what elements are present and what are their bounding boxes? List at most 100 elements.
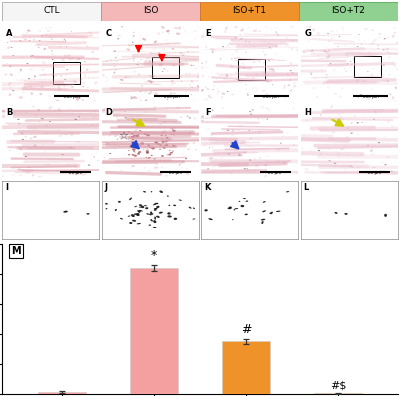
Ellipse shape: [172, 130, 176, 132]
Text: 200 μm: 200 μm: [363, 95, 379, 99]
Ellipse shape: [10, 66, 11, 67]
Ellipse shape: [321, 154, 322, 155]
Ellipse shape: [327, 33, 329, 34]
Ellipse shape: [226, 132, 228, 134]
Ellipse shape: [42, 118, 44, 119]
Ellipse shape: [12, 90, 14, 91]
Ellipse shape: [166, 68, 168, 69]
Ellipse shape: [174, 218, 177, 220]
Ellipse shape: [305, 76, 306, 77]
Ellipse shape: [206, 88, 210, 90]
Ellipse shape: [116, 61, 117, 62]
Ellipse shape: [168, 154, 171, 155]
Ellipse shape: [330, 76, 332, 78]
Ellipse shape: [68, 58, 70, 59]
Ellipse shape: [159, 149, 161, 150]
Ellipse shape: [207, 72, 208, 73]
Ellipse shape: [14, 109, 16, 110]
Ellipse shape: [38, 45, 39, 46]
Ellipse shape: [67, 112, 68, 114]
Ellipse shape: [267, 42, 271, 44]
Ellipse shape: [153, 142, 156, 145]
Ellipse shape: [215, 165, 218, 167]
Ellipse shape: [329, 148, 330, 150]
Ellipse shape: [345, 136, 348, 139]
Ellipse shape: [93, 78, 94, 79]
Ellipse shape: [114, 134, 118, 137]
Ellipse shape: [169, 92, 173, 95]
Ellipse shape: [330, 63, 331, 64]
Ellipse shape: [203, 33, 205, 34]
Text: #$: #$: [330, 380, 346, 390]
Ellipse shape: [144, 90, 147, 93]
Ellipse shape: [235, 37, 237, 38]
Ellipse shape: [24, 80, 26, 82]
Ellipse shape: [132, 220, 136, 222]
Ellipse shape: [146, 134, 150, 136]
Ellipse shape: [301, 70, 302, 72]
Ellipse shape: [373, 144, 376, 146]
Ellipse shape: [164, 58, 165, 59]
Ellipse shape: [333, 166, 336, 168]
Ellipse shape: [235, 118, 236, 119]
Ellipse shape: [308, 28, 311, 31]
Ellipse shape: [190, 65, 192, 66]
Text: 20 μm: 20 μm: [169, 171, 182, 175]
Ellipse shape: [40, 93, 42, 95]
Ellipse shape: [134, 213, 136, 215]
Ellipse shape: [262, 210, 266, 212]
Ellipse shape: [263, 62, 265, 63]
Ellipse shape: [108, 40, 109, 41]
Ellipse shape: [346, 55, 348, 56]
Ellipse shape: [229, 206, 232, 208]
Ellipse shape: [367, 145, 369, 147]
Ellipse shape: [238, 125, 243, 127]
Ellipse shape: [30, 98, 32, 100]
Ellipse shape: [143, 147, 146, 148]
Ellipse shape: [22, 37, 26, 39]
Ellipse shape: [22, 139, 24, 140]
Ellipse shape: [80, 68, 83, 71]
Ellipse shape: [358, 34, 360, 35]
Text: 20 μm: 20 μm: [368, 171, 381, 175]
Ellipse shape: [350, 133, 353, 134]
Ellipse shape: [378, 33, 380, 34]
Ellipse shape: [18, 153, 19, 154]
Ellipse shape: [266, 156, 269, 158]
Ellipse shape: [131, 136, 134, 138]
Ellipse shape: [258, 133, 260, 134]
Ellipse shape: [318, 68, 319, 69]
Ellipse shape: [295, 172, 298, 174]
Ellipse shape: [227, 130, 229, 131]
Ellipse shape: [164, 145, 165, 146]
Ellipse shape: [19, 167, 20, 169]
Ellipse shape: [11, 35, 14, 36]
Ellipse shape: [59, 85, 60, 86]
Ellipse shape: [331, 37, 333, 38]
Ellipse shape: [268, 60, 270, 61]
Ellipse shape: [188, 51, 189, 52]
Ellipse shape: [155, 143, 159, 145]
Ellipse shape: [201, 120, 204, 122]
Ellipse shape: [165, 135, 166, 136]
Ellipse shape: [159, 123, 162, 126]
Ellipse shape: [358, 174, 359, 175]
Ellipse shape: [384, 38, 386, 39]
Ellipse shape: [206, 121, 209, 123]
Ellipse shape: [17, 135, 18, 137]
Ellipse shape: [43, 48, 46, 50]
Ellipse shape: [200, 53, 203, 54]
Ellipse shape: [25, 156, 27, 157]
Ellipse shape: [379, 112, 381, 113]
Ellipse shape: [226, 27, 228, 28]
Ellipse shape: [78, 95, 81, 97]
Ellipse shape: [30, 55, 34, 57]
Ellipse shape: [376, 147, 379, 149]
Ellipse shape: [94, 156, 95, 157]
Ellipse shape: [45, 44, 48, 46]
Ellipse shape: [119, 166, 120, 167]
Ellipse shape: [66, 74, 67, 76]
Ellipse shape: [357, 123, 358, 124]
Ellipse shape: [309, 72, 312, 74]
Ellipse shape: [249, 146, 251, 147]
